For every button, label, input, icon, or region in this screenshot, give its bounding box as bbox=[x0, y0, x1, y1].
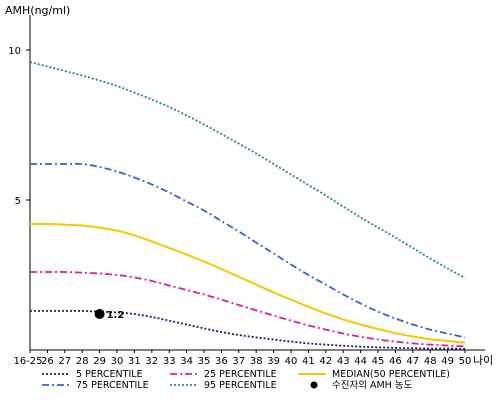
marker-layer: 1.2 bbox=[94, 309, 125, 321]
x-tick-label: 43 bbox=[337, 356, 350, 367]
x-tick-label: 38 bbox=[250, 356, 263, 367]
x-tick-label: 37 bbox=[232, 356, 245, 367]
chart-legend: 5 PERCENTILE 25 PERCENTILE MEDIAN(50 PERCE… bbox=[42, 369, 450, 391]
x-tick-label: 29 bbox=[93, 356, 106, 367]
y-tick-label: 10 bbox=[8, 46, 21, 57]
y-tick-label: 5 bbox=[15, 196, 21, 207]
legend-label: 25 PERCENTILE bbox=[204, 369, 277, 380]
x-tick-label: 50 bbox=[459, 356, 472, 367]
legend-marker-amh bbox=[310, 381, 318, 389]
x-tick-label: 46 bbox=[389, 356, 402, 367]
x-axis-title: 나이 bbox=[473, 354, 493, 367]
x-tick-label: 45 bbox=[372, 356, 385, 367]
legend-label: MEDIAN(50 PERCENTILE) bbox=[332, 369, 450, 380]
legend-label-amh: 수진자의 AMH 농도 bbox=[332, 380, 413, 391]
x-tick-label: 39 bbox=[267, 356, 280, 367]
amh-value-label: 1.2 bbox=[107, 310, 125, 321]
x-tick-label: 30 bbox=[111, 356, 124, 367]
x-tick-label: 35 bbox=[198, 356, 211, 367]
y-axis-title: AMH(ng/ml) bbox=[5, 4, 70, 17]
series-layer bbox=[29, 61, 466, 350]
x-tick-label: 26 bbox=[41, 356, 54, 367]
series-line-75-percentile bbox=[30, 162, 466, 339]
x-tick-label: 36 bbox=[215, 356, 228, 367]
x-tick-label: 49 bbox=[441, 356, 454, 367]
x-tick-label: 40 bbox=[285, 356, 298, 367]
amh-value-marker bbox=[94, 309, 105, 319]
series-line-5-percentile bbox=[30, 310, 466, 350]
x-tick-label: 31 bbox=[128, 356, 141, 367]
x-tick-label: 42 bbox=[319, 356, 332, 367]
x-tick-label: 33 bbox=[163, 356, 176, 367]
x-tick-label: 48 bbox=[424, 356, 437, 367]
series-line-95-percentile bbox=[29, 61, 466, 279]
series-line-25-percentile bbox=[30, 271, 466, 348]
x-tick-label: 34 bbox=[180, 356, 193, 367]
x-tick-label: 27 bbox=[58, 356, 71, 367]
x-tick-label: 16-25 bbox=[13, 356, 42, 367]
x-tick-label: 47 bbox=[406, 356, 419, 367]
x-tick-label: 28 bbox=[76, 356, 89, 367]
series-line-median-50-percentile- bbox=[29, 222, 466, 344]
x-tick-label: 32 bbox=[145, 356, 158, 367]
x-tick-label: 41 bbox=[302, 356, 315, 367]
legend-label: 75 PERCENTILE bbox=[76, 380, 149, 391]
legend-label: 95 PERCENTILE bbox=[204, 380, 277, 391]
legend-label: 5 PERCENTILE bbox=[76, 369, 143, 380]
x-tick-label: 44 bbox=[354, 356, 367, 367]
